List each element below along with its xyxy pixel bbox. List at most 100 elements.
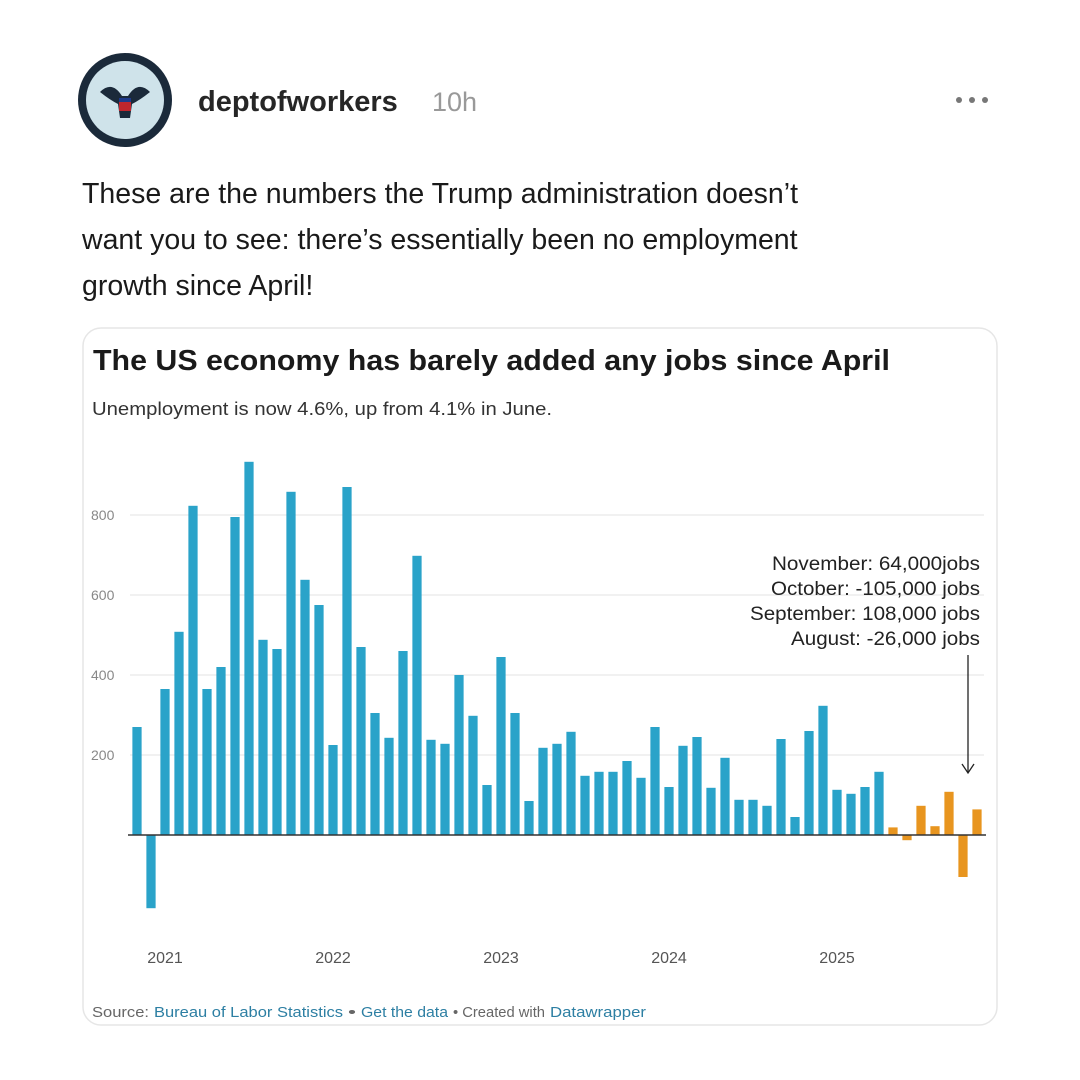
source-part: • Created with (453, 1005, 545, 1021)
bar (286, 491, 296, 835)
bar (832, 789, 842, 835)
bar (258, 639, 268, 835)
y-tick-label: 600 (91, 587, 115, 603)
bar (846, 793, 856, 835)
bar (608, 771, 618, 835)
more-menu[interactable] (956, 97, 988, 103)
source-part[interactable]: Datawrapper (550, 1005, 646, 1021)
bar (972, 809, 982, 835)
avatar[interactable] (78, 53, 172, 147)
x-tick-label: 2025 (819, 950, 855, 967)
y-tick-label: 400 (91, 667, 115, 683)
bar (356, 647, 366, 835)
bar (748, 799, 758, 835)
bar (566, 731, 576, 835)
bar (790, 817, 800, 835)
body-line: growth since April! (82, 270, 313, 302)
bar (132, 727, 142, 835)
bar (174, 631, 184, 835)
username[interactable]: deptofworkers (198, 86, 398, 118)
bar (860, 787, 870, 835)
bar (468, 715, 478, 835)
bar (958, 835, 968, 877)
bar (902, 835, 912, 841)
bar (300, 579, 310, 835)
bar (412, 555, 422, 835)
bar (944, 791, 954, 835)
bar (706, 787, 716, 835)
bar (384, 737, 394, 835)
bar (538, 747, 548, 835)
body-line: want you to see: there’s essentially bee… (81, 224, 798, 256)
bar (762, 805, 772, 835)
y-tick-label: 800 (91, 507, 115, 523)
bar (524, 801, 534, 835)
dot (982, 97, 988, 103)
bar (160, 689, 170, 835)
bar (636, 777, 646, 835)
bar (552, 743, 562, 835)
source-part[interactable]: Get the data (361, 1005, 449, 1021)
bar (874, 771, 884, 835)
post-body: These are the numbers the Trump administ… (81, 178, 798, 302)
bar (692, 737, 702, 835)
post-time: 10h (432, 87, 477, 117)
source-line: Source: Bureau of Labor Statistics • Get th… (92, 1005, 646, 1021)
bar (230, 517, 240, 835)
bar (244, 461, 254, 835)
bar (930, 826, 940, 835)
source-part: Source: (92, 1005, 149, 1021)
bar (720, 757, 730, 835)
bar (496, 657, 506, 835)
bar (664, 787, 674, 835)
bar (426, 739, 436, 835)
bar (272, 649, 282, 835)
bar (328, 745, 338, 835)
body-line: These are the numbers the Trump administ… (82, 178, 798, 210)
annotation-line: October: -105,000 jobs (771, 579, 980, 600)
bar (734, 799, 744, 835)
shield-top (119, 98, 131, 102)
bar (216, 667, 226, 835)
x-tick-label: 2021 (147, 950, 183, 967)
chart-subtitle: Unemployment is now 4.6%, up from 4.1% i… (92, 399, 552, 419)
bar (314, 605, 324, 835)
bar (188, 505, 198, 835)
bar (888, 827, 898, 835)
bar (342, 487, 352, 835)
x-tick-label: 2023 (483, 950, 519, 967)
bar (580, 775, 590, 835)
arrow-head (961, 763, 975, 775)
bar (510, 713, 520, 835)
bar (776, 739, 786, 835)
bar (650, 727, 660, 835)
dot (969, 97, 975, 103)
annotation-line: September: 108,000 jobs (750, 604, 980, 625)
bar (370, 713, 380, 835)
annotation-line: November: 64,000jobs (772, 554, 980, 575)
bar (202, 689, 212, 835)
plot: 200 400 600 800 2021 2022 2023 2024 2025 November… (91, 461, 986, 967)
chart-card (82, 327, 998, 1026)
annotation-line: August: -26,000 jobs (791, 629, 980, 650)
y-tick-label: 200 (91, 747, 115, 763)
bar (594, 771, 604, 835)
bar (482, 785, 492, 835)
x-tick-label: 2024 (651, 950, 687, 967)
source-part[interactable]: Bureau of Labor Statistics (154, 1005, 343, 1021)
source-part: • (348, 1005, 356, 1021)
bar (454, 675, 464, 835)
bar (398, 651, 408, 835)
bar (818, 705, 828, 835)
dot (956, 97, 962, 103)
bar (804, 731, 814, 835)
chart-title: The US economy has barely added any jobs… (93, 345, 890, 377)
bar (916, 805, 926, 835)
bar (440, 743, 450, 835)
bar (146, 835, 156, 909)
bar (622, 761, 632, 835)
x-tick-label: 2022 (315, 950, 351, 967)
bar (678, 745, 688, 835)
